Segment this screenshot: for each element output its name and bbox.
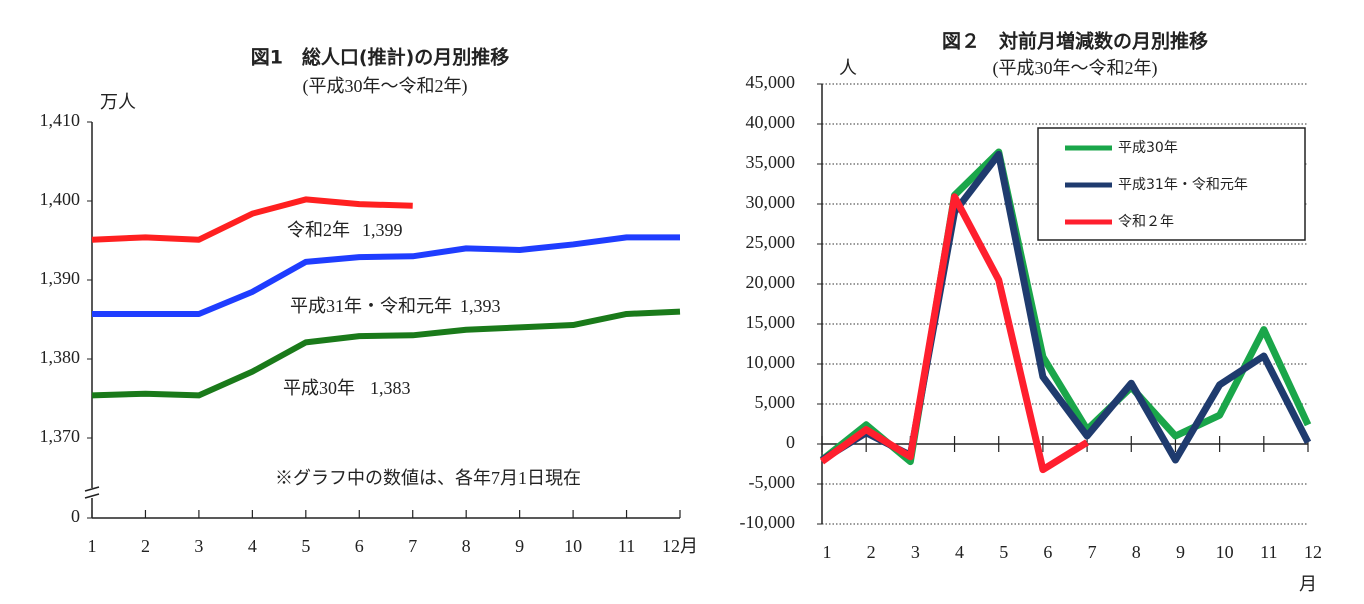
x-tick-label: 10 — [1216, 542, 1234, 562]
x-tick-label: 9 — [515, 536, 524, 556]
chart-subtitle: (平成30年～令和2年) — [303, 76, 468, 97]
x-tick-label: 6 — [355, 536, 364, 556]
x-tick-label: 9 — [1176, 542, 1185, 562]
value-label: 1,399 — [362, 220, 403, 240]
x-tick-label: 5 — [999, 542, 1008, 562]
y-tick-label: 1,400 — [40, 189, 81, 209]
legend-label: 平成31年・令和元年 — [1118, 177, 1248, 193]
y-unit: 人 — [839, 58, 857, 78]
x-tick-label: 2 — [141, 536, 150, 556]
y-tick-label: 15,000 — [746, 312, 796, 332]
legend-label: 令和２年 — [1118, 214, 1174, 230]
y-tick-label: -10,000 — [740, 512, 796, 532]
y-tick-label: 1,370 — [40, 426, 81, 446]
x-tick-label: 7 — [1088, 542, 1097, 562]
x-tick-label: 12 — [1304, 542, 1322, 562]
chart-title: 図1 総人口(推計)の月別推移 — [251, 46, 510, 69]
y-tick-label: 30,000 — [746, 192, 796, 212]
y-tick-label: 35,000 — [746, 152, 796, 172]
x-tick-label: 12月 — [662, 536, 698, 556]
x-tick-label: 8 — [462, 536, 471, 556]
series-line — [91, 308, 681, 399]
x-tick-label: 11 — [1260, 542, 1277, 562]
y-tick-label: 0 — [786, 432, 795, 452]
series-label: 令和2年 — [287, 220, 350, 240]
x-tick-label: 7 — [408, 536, 417, 556]
x-unit: 月 — [1299, 574, 1317, 594]
y-tick-label: 5,000 — [755, 392, 796, 412]
series-line — [819, 193, 1089, 474]
value-label: 1,393 — [460, 296, 501, 316]
series-line — [91, 196, 413, 243]
legend-label: 平成30年 — [1118, 140, 1178, 156]
axis-break-gap — [86, 488, 98, 498]
series-label: 平成31年・令和元年 — [290, 296, 452, 316]
axis-break — [84, 493, 100, 499]
y-tick-label: 1,380 — [40, 347, 81, 367]
y-tick-label: 20,000 — [746, 272, 796, 292]
x-tick-label: 1 — [88, 536, 97, 556]
series-line — [92, 234, 680, 317]
value-label: 1,383 — [370, 378, 411, 398]
axis-break — [84, 486, 100, 492]
y-tick-label: 25,000 — [746, 232, 796, 252]
x-tick-label: 11 — [618, 536, 635, 556]
y-tick-label: 1,390 — [40, 268, 81, 288]
chart-subtitle: (平成30年～令和2年) — [993, 58, 1158, 79]
chart-title: 図２ 対前月増減数の月別推移 — [942, 30, 1208, 53]
y-tick-label: 1,410 — [40, 110, 81, 130]
x-tick-label: 3 — [194, 536, 203, 556]
y-tick-label: 10,000 — [746, 352, 796, 372]
x-tick-label: 1 — [823, 542, 832, 562]
y-tick-label: 45,000 — [746, 72, 796, 92]
note: ※グラフ中の数値は、各年7月1日現在 — [275, 468, 581, 488]
x-tick-label: 10 — [564, 536, 582, 556]
y-unit: 万人 — [100, 92, 136, 112]
y-tick-label: -5,000 — [749, 472, 796, 492]
series-label: 平成30年 — [283, 378, 355, 398]
x-tick-label: 3 — [911, 542, 920, 562]
x-tick-label: 4 — [248, 536, 257, 556]
x-tick-label: 4 — [955, 542, 964, 562]
x-tick-label: 5 — [301, 536, 310, 556]
x-tick-label: 6 — [1043, 542, 1052, 562]
x-tick-label: 2 — [867, 542, 876, 562]
x-tick-label: 8 — [1132, 542, 1141, 562]
y-tick-label: 0 — [71, 506, 80, 526]
y-tick-label: 40,000 — [746, 112, 796, 132]
